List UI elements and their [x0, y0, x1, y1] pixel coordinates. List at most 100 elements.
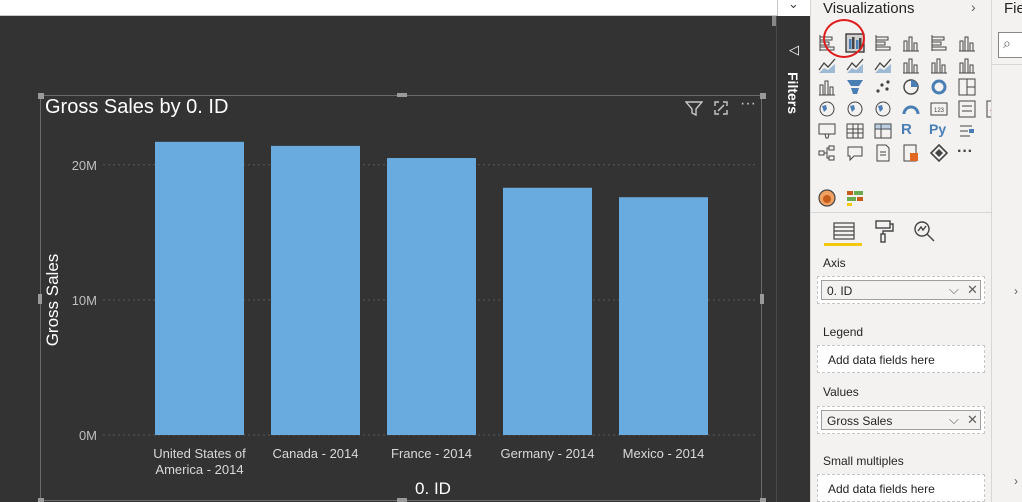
paginated-report-icon[interactable]	[901, 143, 923, 163]
line-chart-icon[interactable]	[817, 55, 839, 75]
x-tick-label: America - 2014	[155, 462, 243, 477]
x-axis-title: 0. ID	[415, 479, 451, 498]
top-strip: ⌄	[0, 0, 808, 16]
svg-text:123: 123	[934, 108, 945, 114]
resize-handle-corner[interactable]	[38, 93, 44, 99]
y-tick-label: 20M	[72, 158, 97, 173]
bar-chart-visual[interactable]: Gross Sales by 0. ID ··· 0M 10M 20M United …	[38, 93, 766, 502]
scatter-chart-icon[interactable]	[873, 77, 895, 97]
card-icon[interactable]: 123	[929, 99, 951, 119]
collapse-pane-icon[interactable]: ›	[971, 0, 976, 15]
shape-map-icon[interactable]	[873, 99, 895, 119]
analytics-tab-icon[interactable]	[911, 218, 937, 244]
resize-handle-corner[interactable]	[38, 498, 44, 502]
x-tick-label: France - 2014	[391, 446, 472, 461]
resize-handle-bottom[interactable]	[397, 498, 407, 502]
values-field-name: Gross Sales	[827, 414, 893, 428]
bar[interactable]	[271, 145, 360, 435]
area-chart-icon[interactable]	[845, 55, 867, 75]
scrollbar-thumb[interactable]	[772, 16, 776, 26]
bar[interactable]	[155, 141, 244, 436]
y-axis-title: Gross Sales	[43, 254, 62, 347]
table-icon[interactable]	[845, 121, 867, 141]
filled-map-icon[interactable]	[845, 99, 867, 119]
axis-field-pill[interactable]: 0. ID ⌵ ✕	[821, 280, 981, 300]
smart-narrative-icon[interactable]	[873, 143, 895, 163]
resize-handle-corner[interactable]	[760, 93, 766, 99]
fields-tab-icon[interactable]	[831, 218, 857, 244]
small-multiples-placeholder: Add data fields here	[828, 482, 935, 496]
pie-chart-icon[interactable]	[901, 77, 923, 97]
visual-title: Gross Sales by 0. ID	[45, 96, 229, 118]
bar[interactable]	[503, 187, 592, 435]
small-multiples-well-label: Small multiples	[823, 454, 904, 468]
stacked-column-chart-icon[interactable]	[901, 33, 923, 53]
chevron-down-icon[interactable]: ⌄	[788, 0, 799, 11]
expand-filters-icon[interactable]: ◁	[789, 42, 799, 57]
remove-field-icon[interactable]: ✕	[967, 282, 978, 297]
gauge-icon[interactable]	[901, 99, 923, 119]
divider	[992, 64, 1022, 65]
custom-visual-icon[interactable]	[845, 188, 867, 208]
filters-label[interactable]: Filters	[785, 72, 801, 115]
stacked-area-chart-icon[interactable]	[873, 55, 895, 75]
top-input-strip[interactable]	[0, 0, 778, 16]
funnel-chart-icon[interactable]	[845, 77, 867, 97]
resize-handle-corner[interactable]	[760, 498, 766, 502]
remove-field-icon[interactable]: ✕	[967, 412, 978, 427]
ribbon-chart-icon[interactable]	[957, 55, 979, 75]
fields-search-input[interactable]: ⌕	[998, 32, 1022, 58]
100-stacked-column-chart-icon[interactable]	[957, 33, 979, 53]
axis-field-name: 0. ID	[827, 284, 853, 298]
resize-handle-top[interactable]	[397, 93, 407, 97]
multi-row-card-icon[interactable]	[957, 99, 979, 119]
values-field-pill[interactable]: Gross Sales ⌵ ✕	[821, 410, 981, 430]
axis-well[interactable]: 0. ID ⌵ ✕	[817, 276, 985, 304]
resize-handle-left[interactable]	[38, 294, 42, 304]
r-visual-icon[interactable]: R	[901, 121, 912, 138]
custom-visual-icon[interactable]	[817, 188, 839, 208]
bar[interactable]	[619, 197, 708, 435]
key-influencers-icon[interactable]	[957, 121, 979, 141]
waterfall-chart-icon[interactable]	[817, 77, 839, 97]
filters-pane[interactable]: ◁ Filters	[776, 16, 810, 502]
values-well-label: Values	[823, 385, 859, 399]
qa-icon[interactable]	[845, 143, 867, 163]
treemap-icon[interactable]	[957, 77, 979, 97]
python-visual-icon[interactable]: Py	[929, 121, 947, 137]
line-stacked-column-icon[interactable]	[929, 55, 951, 75]
legend-well[interactable]: Add data fields here	[817, 345, 985, 373]
bar[interactable]	[387, 158, 476, 435]
donut-chart-icon[interactable]	[929, 77, 951, 97]
filter-icon[interactable]	[684, 100, 704, 120]
x-tick-label: Germany - 2014	[501, 446, 595, 461]
power-apps-icon[interactable]	[929, 143, 951, 163]
chevron-right-icon[interactable]: ›	[1014, 284, 1018, 298]
decomposition-tree-icon[interactable]	[817, 143, 839, 163]
map-icon[interactable]	[817, 99, 839, 119]
legend-well-placeholder: Add data fields here	[828, 353, 935, 367]
x-tick-label: Canada - 2014	[272, 446, 358, 461]
divider	[811, 212, 992, 213]
100-stacked-bar-chart-icon[interactable]	[929, 33, 951, 53]
focus-mode-icon[interactable]	[713, 100, 729, 120]
report-canvas[interactable]: Gross Sales by 0. ID ··· 0M 10M 20M United …	[0, 16, 776, 502]
search-icon: ⌕	[1003, 35, 1011, 51]
chevron-down-icon[interactable]: ⌵	[949, 412, 959, 427]
small-multiples-well[interactable]: Add data fields here	[817, 474, 985, 502]
clustered-bar-chart-icon[interactable]	[873, 33, 895, 53]
values-well[interactable]: Gross Sales ⌵ ✕	[817, 406, 985, 434]
slicer-icon[interactable]	[817, 121, 839, 141]
chevron-right-icon[interactable]: ›	[1014, 474, 1018, 488]
fields-title: Fie	[1004, 0, 1022, 17]
chevron-down-icon[interactable]: ⌵	[949, 282, 959, 297]
line-clustered-column-icon[interactable]	[901, 55, 923, 75]
matrix-icon[interactable]	[873, 121, 895, 141]
y-tick-label: 10M	[72, 293, 97, 308]
more-options-icon[interactable]: ···	[740, 95, 756, 112]
more-visuals-icon[interactable]: ···	[957, 143, 973, 160]
x-tick-label: United States of	[153, 446, 246, 461]
resize-handle-right[interactable]	[760, 294, 764, 304]
format-tab-icon[interactable]	[871, 218, 897, 244]
